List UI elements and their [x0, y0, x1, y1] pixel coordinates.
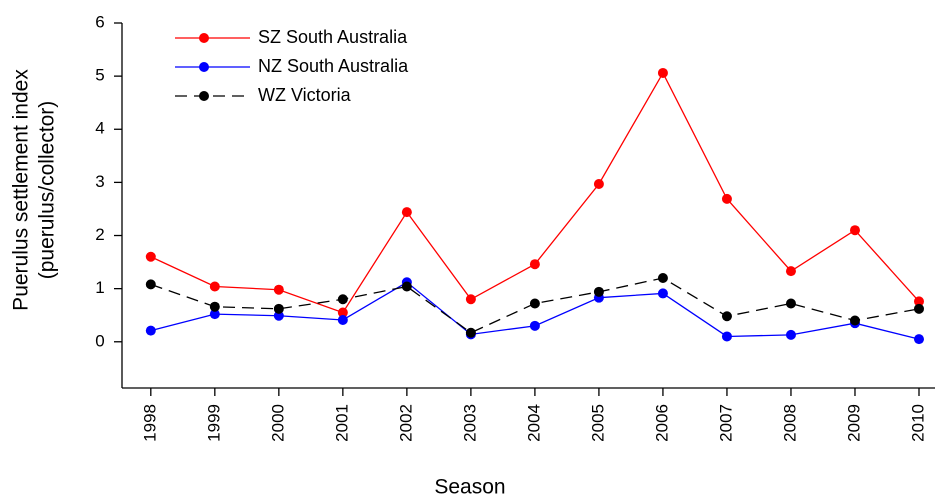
point [849, 315, 860, 326]
y-tick-label: 2 [95, 225, 104, 244]
x-tick-label: 1998 [140, 404, 159, 442]
point [721, 331, 732, 342]
x-axis-title: Season [434, 476, 505, 499]
point [785, 329, 796, 340]
x-tick-label: 2007 [716, 404, 735, 442]
x-tick-label: 2006 [652, 404, 671, 442]
point [593, 286, 604, 297]
point [913, 296, 924, 307]
point [657, 273, 668, 284]
point [529, 259, 540, 270]
point [273, 303, 284, 314]
point [209, 281, 220, 292]
x-tick-label: 2002 [396, 404, 415, 442]
point [849, 225, 860, 236]
x-tick-label: 2000 [268, 404, 287, 442]
point [337, 294, 348, 305]
point [529, 298, 540, 309]
point [145, 251, 156, 262]
point [273, 284, 284, 295]
point [145, 325, 156, 336]
point [913, 334, 924, 345]
point [337, 307, 348, 318]
legend-label: NZ South Australia [258, 56, 409, 76]
legend-marker [199, 91, 209, 101]
point [593, 178, 604, 189]
point [465, 294, 476, 305]
y-axis-title: Puerulus settlement index [10, 69, 33, 311]
point [273, 310, 284, 321]
point [401, 281, 412, 292]
x-tick-label: 2004 [524, 404, 543, 442]
point [337, 314, 348, 325]
series-line [150, 71, 920, 314]
x-tick-label: 2010 [908, 404, 927, 442]
point [657, 67, 668, 78]
x-tick-label: 2003 [460, 404, 479, 442]
point [657, 288, 668, 299]
point [721, 311, 732, 322]
point [209, 309, 220, 320]
y-tick-label: 6 [95, 12, 104, 31]
legend-label: WZ Victoria [258, 85, 352, 105]
y-tick-label: 5 [95, 66, 104, 85]
y-tick-label: 3 [95, 172, 104, 191]
y-axis-title: (puerulus/collector) [36, 101, 59, 280]
point [721, 193, 732, 204]
y-tick-label: 0 [95, 331, 104, 350]
legend-label: SZ South Australia [258, 27, 408, 47]
y-tick-label: 1 [95, 278, 104, 297]
point [465, 327, 476, 338]
point [209, 301, 220, 312]
point [401, 207, 412, 218]
x-tick-label: 2005 [588, 404, 607, 442]
point [145, 279, 156, 290]
x-tick-label: 2001 [332, 404, 351, 442]
legend-marker [199, 33, 209, 43]
legend-marker [199, 62, 209, 72]
point [529, 320, 540, 331]
x-tick-label: 1999 [204, 404, 223, 442]
point [785, 266, 796, 277]
x-tick-label: 2009 [844, 404, 863, 442]
y-tick-label: 4 [95, 119, 104, 138]
point [785, 298, 796, 309]
x-tick-label: 2008 [780, 404, 799, 442]
point [913, 303, 924, 314]
